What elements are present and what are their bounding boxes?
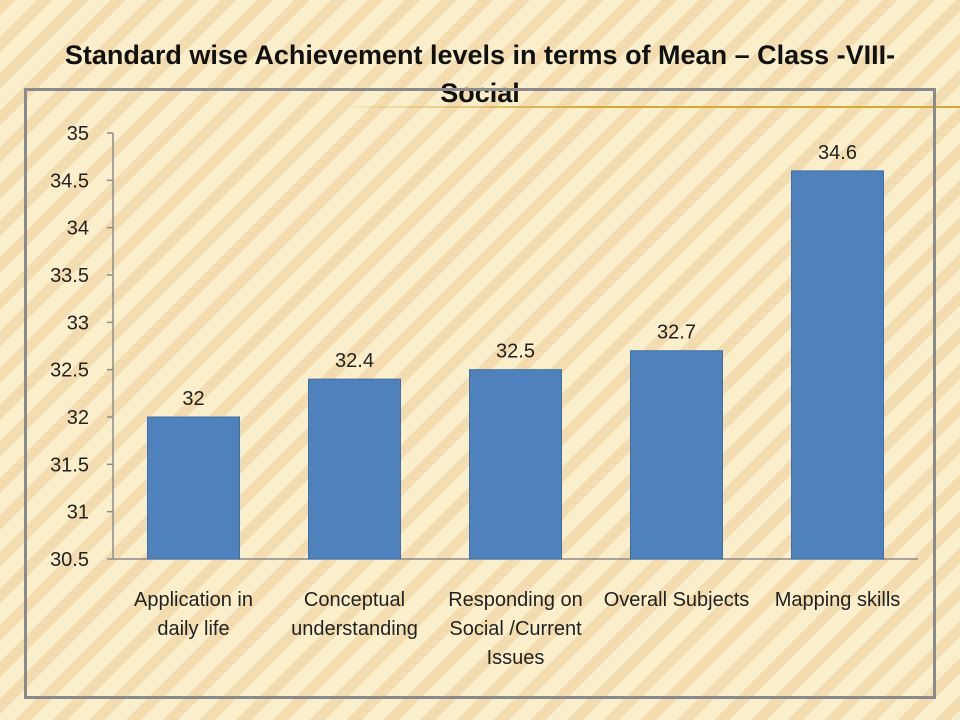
decorative-divider: [350, 106, 960, 108]
y-tick-label: 31.5: [50, 454, 89, 476]
bar: [308, 378, 401, 560]
bar: [147, 416, 240, 560]
y-tick-label: 35: [67, 123, 89, 145]
data-label: 32.5: [496, 341, 535, 363]
data-label: 32.4: [335, 350, 374, 372]
x-tick-label: Conceptual understanding: [291, 589, 418, 640]
y-tick-label: 33: [67, 312, 89, 334]
data-label: 32: [182, 388, 204, 410]
y-tick-label: 31: [67, 502, 89, 524]
y-tick-label: 34: [67, 218, 89, 240]
x-tick-label: Mapping skills: [775, 589, 901, 611]
data-label: 32.7: [657, 322, 696, 344]
x-tick-label: Overall Subjects: [604, 589, 750, 611]
chart-frame: [24, 88, 936, 699]
x-tick-label: Application in daily life: [134, 589, 253, 640]
bar: [469, 369, 562, 560]
data-label: 34.6: [818, 142, 857, 164]
slide-title: Standard wise Achievement levels in term…: [64, 40, 896, 108]
y-tick-label: 30.5: [50, 549, 89, 571]
y-tick-label: 32: [67, 407, 89, 429]
y-tick-label: 34.5: [50, 170, 89, 192]
y-tick-label: 33.5: [50, 265, 89, 287]
bar: [630, 350, 723, 560]
y-tick-label: 32.5: [50, 360, 89, 382]
bar: [791, 170, 884, 560]
x-tick-label: Responding on Social /Current Issues: [448, 589, 583, 669]
